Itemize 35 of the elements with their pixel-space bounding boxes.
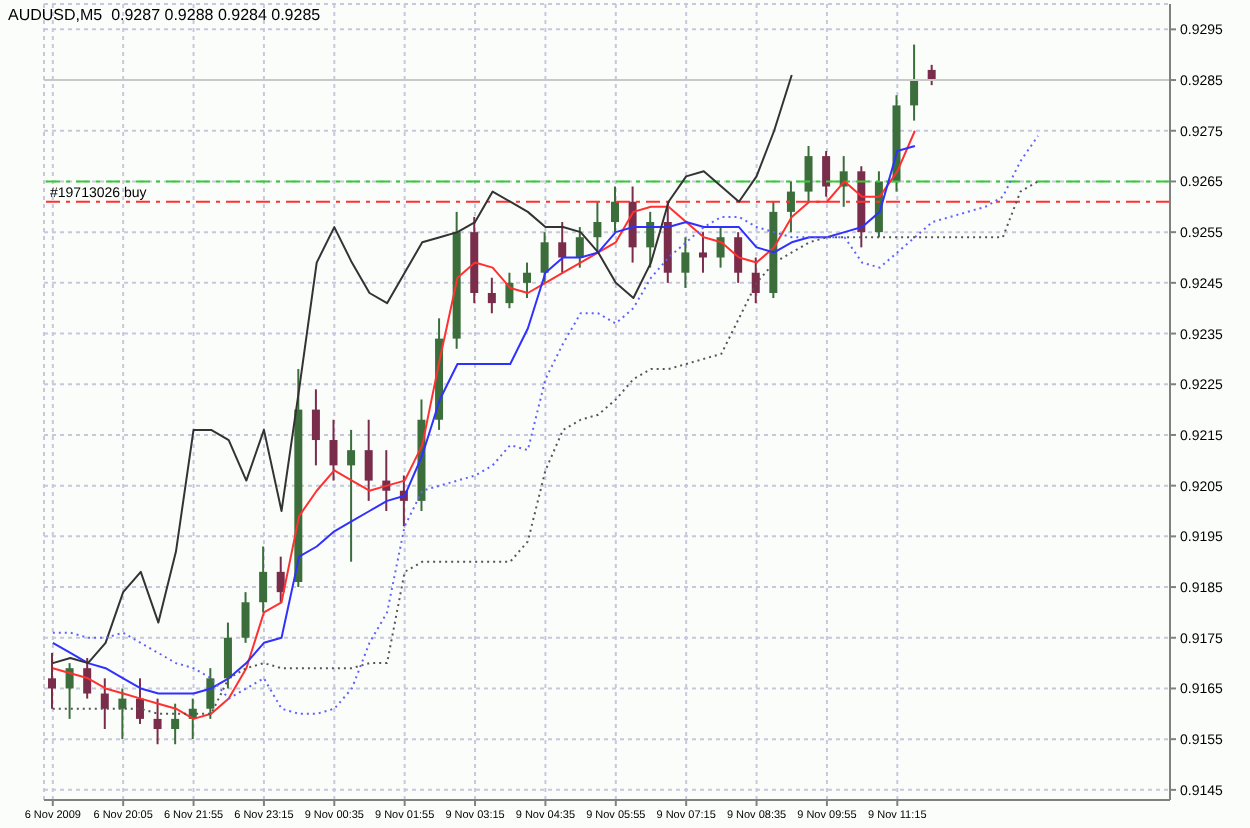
chart-title: AUDUSD,M5 0.9287 0.9288 0.9284 0.9285 [8, 6, 321, 24]
candlestick [153, 697, 162, 746]
candlestick [135, 677, 144, 725]
candlestick [276, 555, 285, 604]
candlestick [681, 236, 690, 289]
candlestick [48, 651, 56, 710]
candlestick [786, 180, 795, 234]
candlestick [646, 210, 655, 269]
candlestick [734, 231, 743, 284]
candlestick [118, 687, 127, 741]
candlestick [329, 418, 338, 482]
candlestick [575, 226, 584, 269]
candlestick [910, 43, 919, 122]
candlestick [241, 591, 250, 644]
candlestick [171, 702, 180, 746]
candlestick [804, 144, 813, 203]
candlestick [751, 256, 760, 305]
candlestick [540, 231, 549, 284]
candlestick [364, 418, 373, 502]
candlestick [698, 231, 707, 274]
candlestick [487, 276, 496, 315]
candlestick [523, 261, 532, 300]
candlestick [206, 667, 215, 720]
candlestick [558, 221, 567, 274]
line-series [51, 73, 793, 665]
candlestick [223, 621, 232, 690]
candlestick [347, 428, 356, 563]
candlestick [593, 200, 602, 254]
candlestick [83, 657, 92, 700]
candlestick [611, 185, 619, 234]
candlestick [311, 388, 320, 467]
candlestick [100, 677, 109, 731]
candlestick [716, 226, 725, 269]
candlestick [822, 150, 831, 198]
candlestick [259, 545, 268, 614]
